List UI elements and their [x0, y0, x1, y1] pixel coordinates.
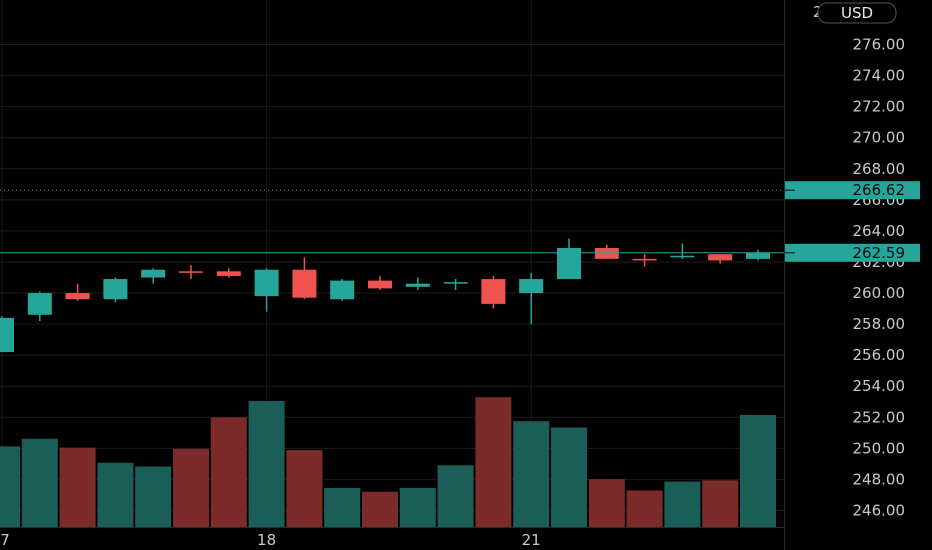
volume-bar: [551, 427, 587, 527]
candle-body: [254, 269, 279, 297]
price-tick-label: 274.00: [853, 67, 906, 85]
candle-body: [216, 271, 241, 276]
volume-bar: [588, 479, 625, 527]
candle-body: [27, 293, 52, 315]
candle-body: [179, 271, 203, 273]
currency-label: USD: [841, 4, 873, 22]
volume-bar: [362, 491, 398, 527]
candle-body: [519, 279, 544, 294]
candle-body: [443, 282, 468, 284]
candle[interactable]: [594, 244, 619, 259]
volume-bar: [21, 438, 58, 527]
price-tick-label: 254.00: [853, 377, 906, 395]
candle-body: [330, 280, 355, 300]
candle[interactable]: [330, 279, 355, 301]
candle[interactable]: [0, 316, 14, 353]
price-axis[interactable]: 276.00274.00272.00270.00268.00266.00264.…: [785, 3, 920, 520]
price-tick-label: 246.00: [853, 502, 906, 520]
volume-bar: [135, 466, 172, 527]
volume-bar: [626, 490, 663, 527]
candle-body: [670, 255, 695, 258]
candle-body: [708, 254, 733, 261]
candle[interactable]: [216, 268, 241, 278]
candle[interactable]: [103, 277, 128, 303]
volume-bar: [59, 447, 96, 527]
candle-body: [103, 279, 128, 300]
price-tick-label: 268.00: [853, 160, 906, 178]
price-tag: [785, 243, 920, 262]
volume-bar: [173, 448, 209, 527]
volume-bar: [324, 487, 361, 527]
candle[interactable]: [179, 265, 203, 280]
price-tick-label: 270.00: [853, 129, 906, 147]
volume-bar: [210, 417, 247, 527]
volume-bar: [702, 480, 739, 527]
time-tick-label: 7: [0, 531, 10, 549]
price-tag-label: 262.59: [853, 244, 906, 262]
candle-body: [746, 252, 770, 259]
candle[interactable]: [746, 249, 770, 261]
candle[interactable]: [27, 291, 52, 321]
price-tick-label: 264.00: [853, 222, 906, 240]
price-tag: [785, 181, 920, 200]
price-tick-label: 272.00: [853, 98, 906, 116]
candle[interactable]: [481, 275, 506, 309]
price-tick-label: 276.00: [853, 36, 906, 54]
volume-bar: [513, 421, 550, 527]
volume-bar: [475, 397, 512, 527]
candle[interactable]: [443, 279, 468, 290]
price-tick-label: 248.00: [853, 470, 906, 488]
candle[interactable]: [708, 254, 733, 264]
candle[interactable]: [292, 257, 317, 300]
time-tick-label: 18: [257, 531, 276, 549]
currency-badge-box: [817, 2, 897, 24]
volume-bar: [664, 481, 701, 527]
time-tick-label: 21: [522, 531, 541, 549]
candle-body: [292, 269, 317, 298]
price-tick-label: 250.00: [853, 439, 906, 457]
price-tick-label: 252.00: [853, 408, 906, 426]
candle-body: [632, 258, 657, 261]
price-lines: [0, 189, 784, 254]
candle-body: [368, 280, 392, 289]
candle-body: [481, 279, 506, 304]
volume-bar: [286, 450, 323, 527]
candle[interactable]: [65, 283, 90, 301]
volume-bar: [740, 414, 776, 527]
price-tag-label: 266.62: [853, 181, 906, 199]
volume-bar: [437, 465, 474, 527]
price-tick-label: 256.00: [853, 346, 906, 364]
candle[interactable]: [632, 254, 657, 267]
candle[interactable]: [254, 268, 279, 312]
candle-body: [0, 317, 14, 353]
volume-bar: [97, 462, 134, 527]
currency-badge[interactable]: USD: [817, 2, 897, 24]
candle[interactable]: [670, 243, 695, 259]
volume-bar: [0, 446, 20, 527]
price-tick-label: 260.00: [853, 284, 906, 302]
price-tick-label: 258.00: [853, 315, 906, 333]
candle[interactable]: [368, 275, 392, 290]
candle[interactable]: [405, 277, 430, 290]
volume-bars: [0, 397, 776, 527]
candle[interactable]: [141, 268, 166, 284]
candle-body: [65, 293, 90, 300]
candle-body: [141, 269, 166, 278]
volume-bar: [399, 487, 436, 527]
candle[interactable]: [519, 272, 544, 325]
candle-body: [594, 247, 619, 259]
time-axis[interactable]: 7 18 21: [0, 531, 541, 549]
candle-body: [405, 283, 430, 287]
volume-bar: [248, 401, 285, 527]
